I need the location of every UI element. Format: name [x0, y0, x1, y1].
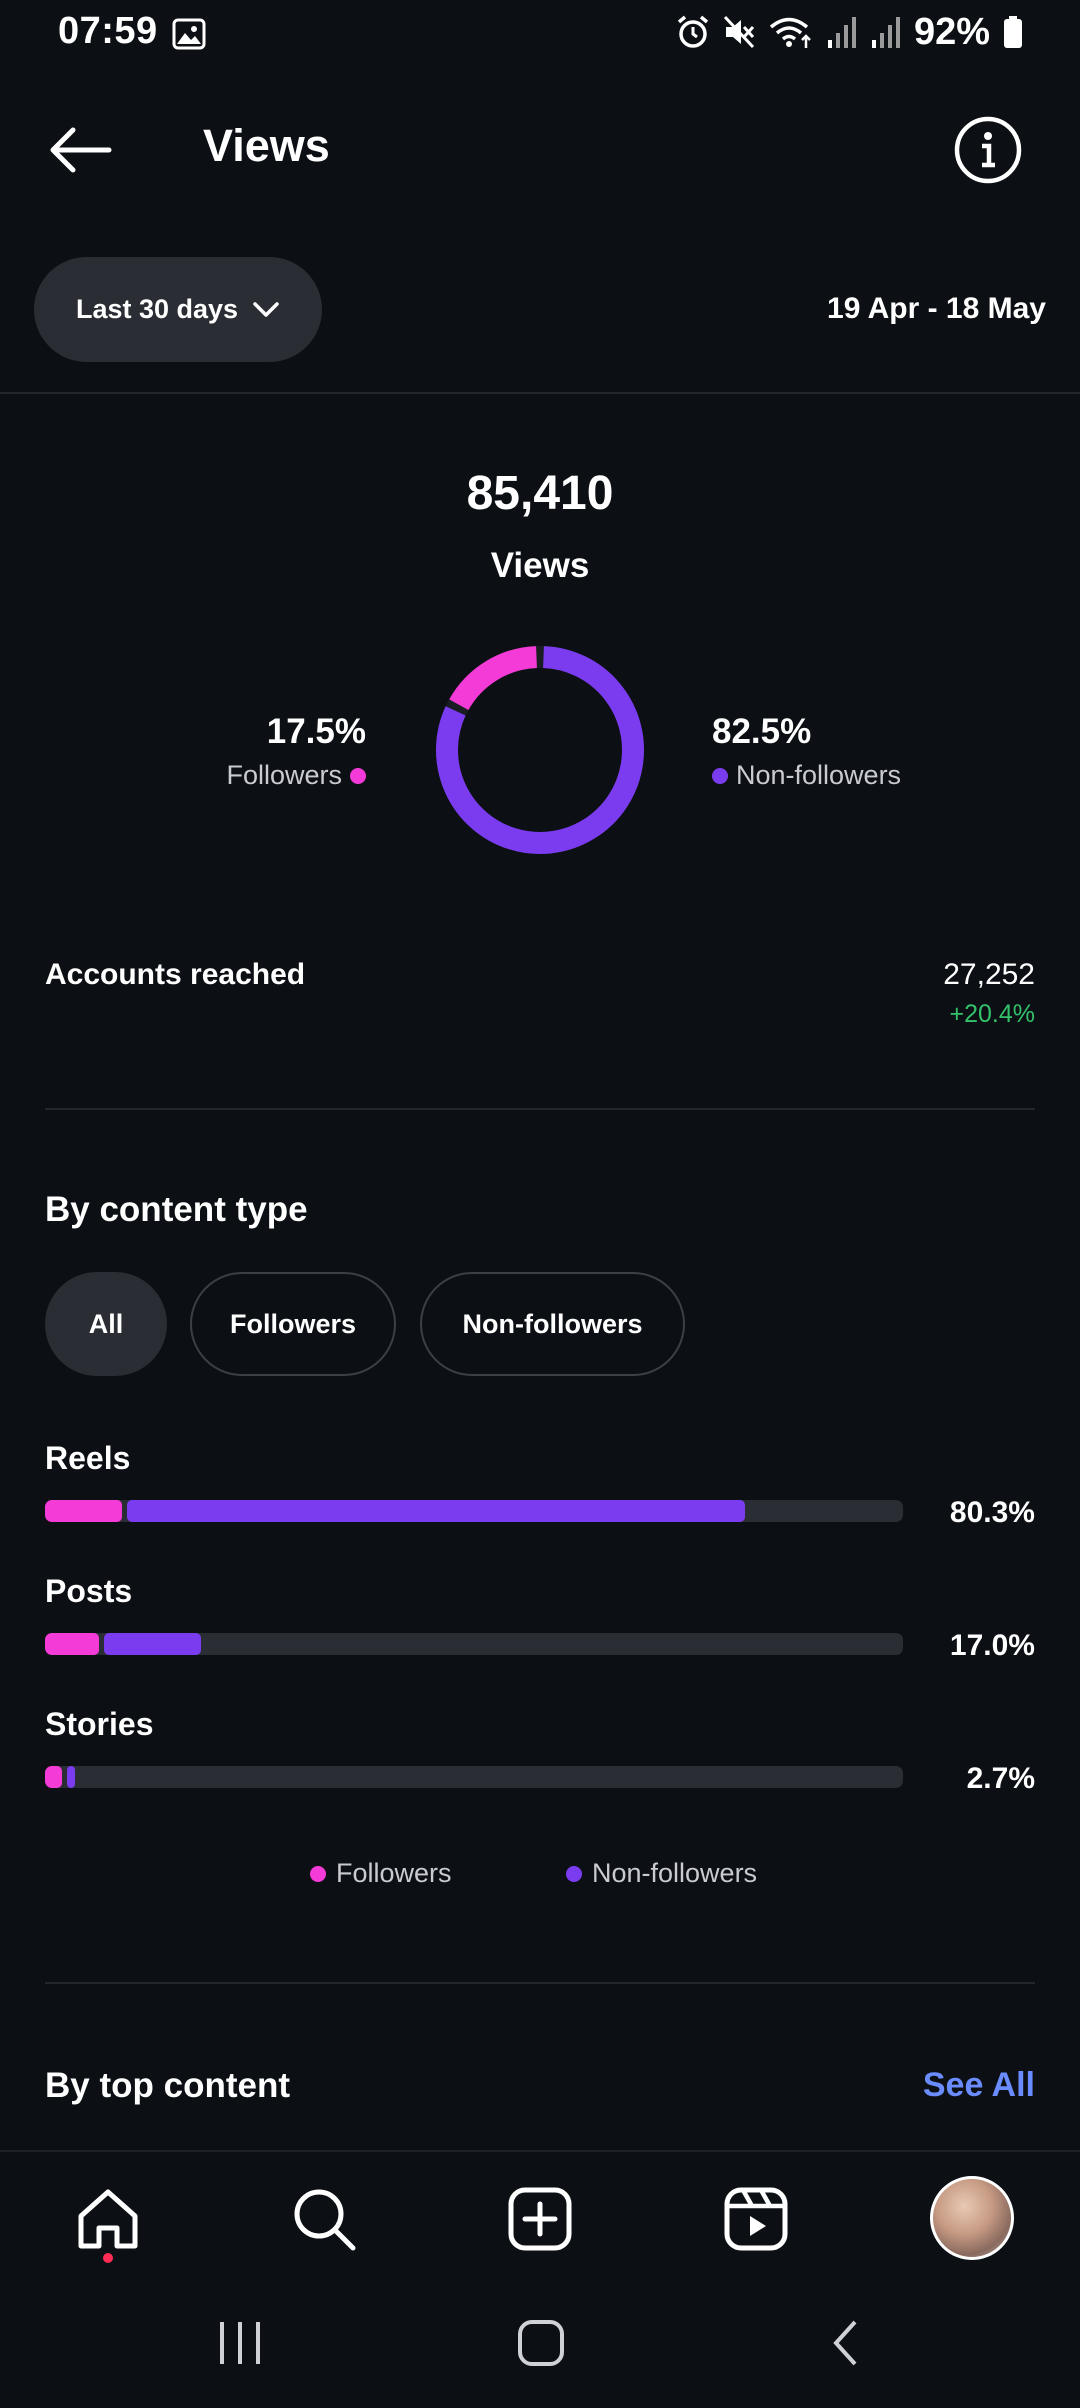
info-icon[interactable]	[952, 114, 1024, 186]
divider	[45, 1108, 1035, 1110]
non-followers-dot-icon	[712, 767, 728, 784]
notification-dot	[103, 2253, 113, 2263]
non-followers-percentage: 82.5%	[712, 712, 812, 751]
nav-search[interactable]	[283, 2178, 365, 2260]
bar-segment-followers	[45, 1766, 63, 1788]
date-range-label: Last 30 days	[75, 294, 239, 324]
bar-segment-non-followers	[67, 1766, 75, 1788]
signal-icon	[827, 17, 856, 48]
profile-avatar[interactable]	[930, 2176, 1014, 2260]
reels-icon	[724, 2187, 788, 2251]
date-range-text: 19 Apr - 18 May	[827, 292, 1046, 325]
divider	[0, 392, 1080, 394]
search-icon	[294, 2189, 356, 2251]
see-all-link[interactable]: See All	[922, 2066, 1035, 2104]
bar-segment-followers	[45, 1500, 123, 1522]
status-icons: 92%	[676, 10, 1024, 53]
non-followers-dot-icon	[566, 1865, 582, 1882]
content-type-label: Posts	[45, 1573, 133, 1609]
signal-icon	[871, 17, 900, 48]
arrow-left-icon	[50, 127, 112, 173]
content-type-label: Reels	[45, 1440, 131, 1476]
filter-followers[interactable]: Followers	[190, 1272, 396, 1376]
nav-reels[interactable]	[715, 2178, 797, 2260]
total-views-count: 85,410	[466, 467, 614, 520]
accounts-reached-label: Accounts reached	[45, 958, 306, 991]
views-label: Views	[490, 546, 590, 585]
system-back-icon[interactable]	[833, 2320, 857, 2366]
donut-segment-followers	[449, 646, 538, 711]
legend-followers-label: Followers	[336, 1858, 452, 1888]
followers-legend-label: Followers	[226, 760, 342, 790]
followers-dot-icon	[310, 1865, 326, 1882]
followers-percentage: 17.5%	[266, 712, 366, 751]
accounts-reached-value: 27,252	[943, 958, 1035, 991]
home-icon	[78, 2189, 138, 2249]
bar-segment-followers	[45, 1633, 100, 1655]
content-type-percentage: 17.0%	[949, 1629, 1035, 1662]
bar-segment-non-followers	[127, 1500, 745, 1522]
content-type-title: By content type	[45, 1190, 308, 1229]
content-type-bar	[45, 1766, 903, 1788]
recent-apps-icon[interactable]	[220, 2322, 260, 2364]
filter-all[interactable]: All	[45, 1272, 167, 1376]
content-type-label: Stories	[45, 1706, 154, 1742]
gallery-icon	[172, 18, 206, 50]
top-content-title: By top content	[45, 2066, 290, 2105]
mute-icon	[723, 15, 755, 49]
donut-segment-non-followers	[436, 646, 644, 854]
filter-non-followers[interactable]: Non-followers	[420, 1272, 685, 1376]
nav-home[interactable]	[67, 2178, 149, 2260]
alarm-icon	[677, 15, 709, 48]
content-type-percentage: 80.3%	[949, 1496, 1035, 1529]
legend-non-followers: Non-followers	[566, 1858, 757, 1889]
home-button-icon[interactable]	[518, 2320, 564, 2366]
legend-followers: Followers	[310, 1858, 452, 1889]
back-button[interactable]	[38, 116, 122, 184]
content-type-bar	[45, 1633, 903, 1655]
create-icon	[508, 2187, 572, 2251]
battery-percentage: 92%	[913, 10, 990, 53]
content-type-bar	[45, 1500, 903, 1522]
page-title: Views	[203, 120, 330, 171]
followers-dot-icon	[350, 767, 366, 784]
chevron-down-icon	[253, 301, 279, 317]
content-type-percentage: 2.7%	[966, 1762, 1035, 1795]
views-donut-chart	[436, 646, 644, 854]
divider	[45, 1982, 1035, 1984]
status-time: 07:59	[58, 10, 158, 52]
accounts-reached-change: +20.4%	[949, 1000, 1036, 1028]
followers-legend: Followers	[226, 760, 366, 791]
wifi-icon	[769, 17, 811, 48]
system-navigation-bar	[220, 2320, 857, 2366]
non-followers-legend: Non-followers	[712, 760, 901, 791]
date-range-dropdown[interactable]: Last 30 days	[34, 257, 322, 362]
legend-non-followers-label: Non-followers	[592, 1858, 758, 1888]
nav-create[interactable]	[499, 2178, 581, 2260]
bar-segment-non-followers	[104, 1633, 201, 1655]
battery-icon	[1004, 16, 1022, 48]
non-followers-legend-label: Non-followers	[736, 760, 902, 790]
